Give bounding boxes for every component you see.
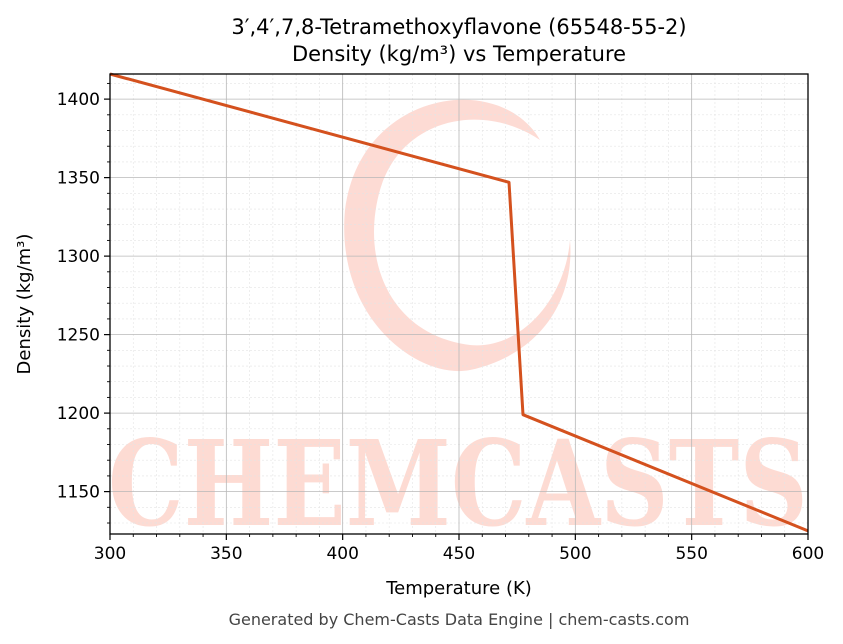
axis-ticks (104, 82, 809, 540)
footer-credit: Generated by Chem-Casts Data Engine | ch… (229, 610, 690, 629)
y-axis-label: Density (kg/m³) (14, 234, 35, 375)
y-tick-label: 1350 (57, 169, 100, 189)
x-tick-label: 550 (675, 544, 707, 564)
y-tick-label: 1250 (57, 326, 100, 346)
chart-title-line-1: 3′,4′,7,8-Tetramethoxyflavone (65548-55-… (231, 15, 686, 39)
x-axis-label: Temperature (K) (385, 578, 532, 599)
x-tick-label: 600 (792, 544, 824, 564)
x-tick-label: 400 (326, 544, 358, 564)
y-tick-label: 1200 (57, 404, 100, 424)
x-tick-labels: 300 350 400 450 500 550 600 (94, 544, 824, 564)
y-tick-labels: 1150 1200 1250 1300 1350 1400 (57, 90, 100, 502)
watermark-swirl (344, 99, 571, 372)
density-series-line-0 (109, 72, 809, 533)
major-grid (109, 74, 809, 534)
x-tick-label: 300 (94, 544, 126, 564)
chart-title-line-2: Density (kg/m³) vs Temperature (292, 42, 626, 66)
y-tick-label: 1150 (57, 483, 100, 503)
watermark-text: CHEMCASTS (108, 414, 808, 553)
y-tick-label: 1400 (57, 90, 100, 110)
x-tick-label: 450 (443, 544, 475, 564)
x-tick-label: 350 (210, 544, 242, 564)
series-group (109, 72, 809, 533)
x-tick-label: 500 (559, 544, 591, 564)
y-tick-label: 1300 (57, 247, 100, 267)
